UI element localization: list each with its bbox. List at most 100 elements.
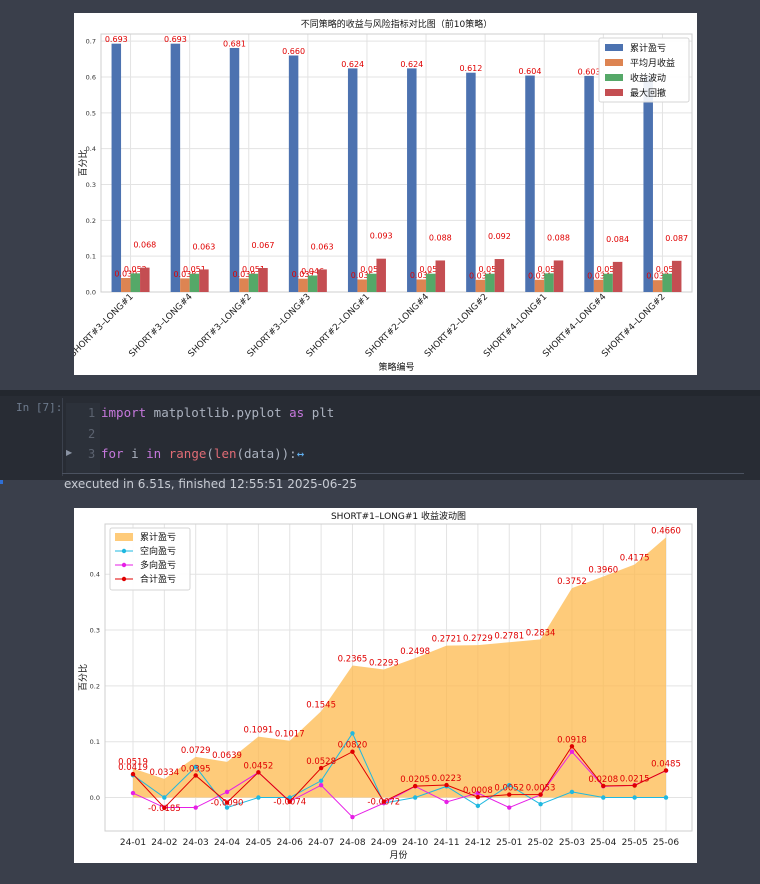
output-rail — [0, 484, 3, 884]
series-point-0 — [632, 795, 637, 800]
builtin: len — [213, 446, 237, 461]
code-line-1[interactable]: import matplotlib.pyplot as plt — [101, 405, 334, 420]
bar-1 — [593, 279, 604, 292]
code-editor[interactable] — [62, 398, 745, 476]
y-tick-label: 0.5 — [86, 109, 96, 117]
builtin: range — [168, 446, 207, 461]
data-label: 0.0528 — [306, 757, 336, 767]
series-point-1 — [444, 799, 449, 805]
series-point-0 — [663, 795, 669, 800]
series-point-0 — [412, 795, 418, 800]
data-label: 0.063 — [311, 242, 334, 251]
data-label: 0.681 — [223, 39, 246, 48]
y-tick-label: 0.1 — [86, 253, 96, 261]
data-label: 0.0419 — [118, 763, 148, 773]
series-point-2 — [663, 768, 669, 773]
series-point-2 — [224, 800, 230, 805]
x-tick-label: 25-03 — [559, 838, 585, 848]
data-label: 0.4175 — [620, 553, 650, 563]
x-tick-label: 24-07 — [308, 838, 334, 848]
data-label: 0.052 — [124, 265, 147, 274]
data-label: 0.034 — [469, 271, 492, 280]
x-tick-label: SHORT#2–LONG#1 — [305, 292, 372, 359]
data-label: 0.038 — [173, 270, 196, 279]
legend-swatch — [121, 562, 127, 568]
data-label: 0.051 — [183, 265, 206, 274]
strategy-comparison-chart: 0.0 0.1 0.2 0.3 0.4 0.5 0.6 0.7 0.693 0.693 0.681 0… — [68, 18, 693, 373]
series-point-0 — [224, 805, 230, 810]
paren: (data)): — [236, 446, 297, 461]
chart-title: SHORT#1–LONG#1 收益波动图 — [331, 510, 466, 522]
bar-2 — [603, 273, 613, 292]
x-tick-label: SHORT#4–LONG#1 — [482, 292, 549, 359]
data-label: 0.660 — [282, 47, 305, 56]
series-line-2 — [132, 745, 667, 809]
chart-title: 不同策略的收益与风险指标对比图（前10策略） — [301, 18, 492, 30]
data-label: 0.063 — [192, 242, 215, 251]
data-label: 0.0639 — [212, 751, 242, 761]
series-point-1 — [224, 789, 230, 795]
x-tick-label: SHORT#3–LONG#2 — [187, 292, 254, 359]
bar-0 — [466, 72, 476, 292]
data-label: 0.035 — [410, 271, 433, 280]
data-label: 0.088 — [429, 233, 452, 242]
data-label: 0.051 — [597, 265, 620, 274]
bar-2 — [307, 275, 318, 292]
bar-3 — [140, 267, 150, 292]
series-point-2 — [475, 794, 481, 800]
legend-label: 收益波动 — [630, 72, 666, 84]
series-point-0 — [162, 795, 167, 800]
x-tick-label: 24-03 — [183, 838, 209, 848]
series-point-2 — [538, 792, 543, 797]
x-tick-label: SHORT#3–LONG#4 — [127, 292, 195, 360]
x-tick-label: 24-10 — [402, 838, 428, 848]
legend-swatch — [115, 533, 133, 541]
x-tick-label: 25-02 — [528, 838, 554, 848]
keyword: as — [289, 405, 305, 420]
series-point-2 — [569, 744, 575, 749]
x-axis-label: 策略编号 — [378, 361, 414, 373]
y-tick-label: 0.3 — [86, 181, 96, 189]
bar-0 — [407, 68, 417, 293]
legend-swatch — [605, 59, 623, 66]
data-label: 0.0205 — [400, 775, 430, 785]
data-label: 0.1545 — [306, 700, 336, 710]
collapse-arrow-icon[interactable]: ▶ — [66, 448, 73, 457]
series-point-2 — [632, 783, 637, 788]
series-point-0 — [475, 803, 481, 809]
bar-3 — [376, 258, 386, 292]
series-point-2 — [193, 773, 198, 778]
data-label: 0.0395 — [181, 764, 211, 774]
x-axis-label: 月份 — [389, 849, 407, 861]
data-label: -0.0185 — [148, 804, 181, 814]
chart-figure-1: 0.0 0.1 0.2 0.3 0.4 0.5 0.6 0.7 0.693 0.693 0.681 0… — [68, 13, 697, 375]
series-point-2 — [130, 771, 136, 777]
folded-code-icon[interactable]: ↔ — [296, 446, 305, 461]
space — [161, 446, 169, 461]
data-label: -0.0072 — [367, 798, 400, 808]
y-tick-label: 0.4 — [86, 145, 96, 153]
series-point-1 — [507, 805, 512, 810]
line-number: 3 — [88, 447, 96, 461]
code-line-3[interactable]: for i in range(len(data)):↔ — [101, 446, 304, 461]
data-label: 0.0053 — [526, 784, 556, 794]
bar-3 — [199, 269, 209, 292]
series-point-0 — [507, 783, 512, 788]
data-label: 0.0519 — [118, 758, 148, 768]
data-label: 0.612 — [459, 64, 482, 73]
data-label: 0.3752 — [557, 577, 587, 587]
data-label: 0.2834 — [526, 628, 556, 638]
x-tick-label: 25-04 — [590, 838, 616, 848]
data-label: 0.039 — [114, 270, 137, 279]
bar-2 — [485, 273, 495, 292]
data-label: 0.084 — [606, 235, 629, 244]
bar-0 — [170, 43, 181, 292]
cumulative-area — [133, 537, 666, 798]
y-tick-label: 0.0 — [90, 794, 100, 802]
data-label: 0.0223 — [432, 774, 462, 784]
keyword: in — [146, 446, 162, 461]
plot-frame — [100, 33, 693, 293]
line-number-gutter — [66, 403, 100, 473]
legend-swatch — [605, 44, 623, 51]
series-point-2 — [256, 770, 261, 775]
